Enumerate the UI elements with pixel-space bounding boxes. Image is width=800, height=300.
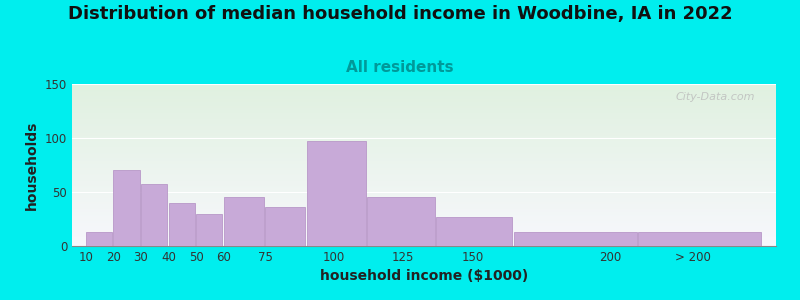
Text: Distribution of median household income in Woodbine, IA in 2022: Distribution of median household income … [68,4,732,22]
Bar [141,184,167,246]
Bar [224,197,264,246]
Bar [266,207,306,246]
Bar [306,141,366,246]
Bar [86,232,112,246]
Y-axis label: households: households [26,120,39,210]
Text: All residents: All residents [346,60,454,75]
Bar [169,203,195,246]
Bar [514,232,637,246]
Bar [437,217,512,246]
Bar [367,197,435,246]
Bar [638,232,761,246]
Text: City-Data.com: City-Data.com [675,92,755,102]
Bar [196,214,222,246]
X-axis label: household income ($1000): household income ($1000) [320,269,528,284]
Bar [114,170,140,246]
